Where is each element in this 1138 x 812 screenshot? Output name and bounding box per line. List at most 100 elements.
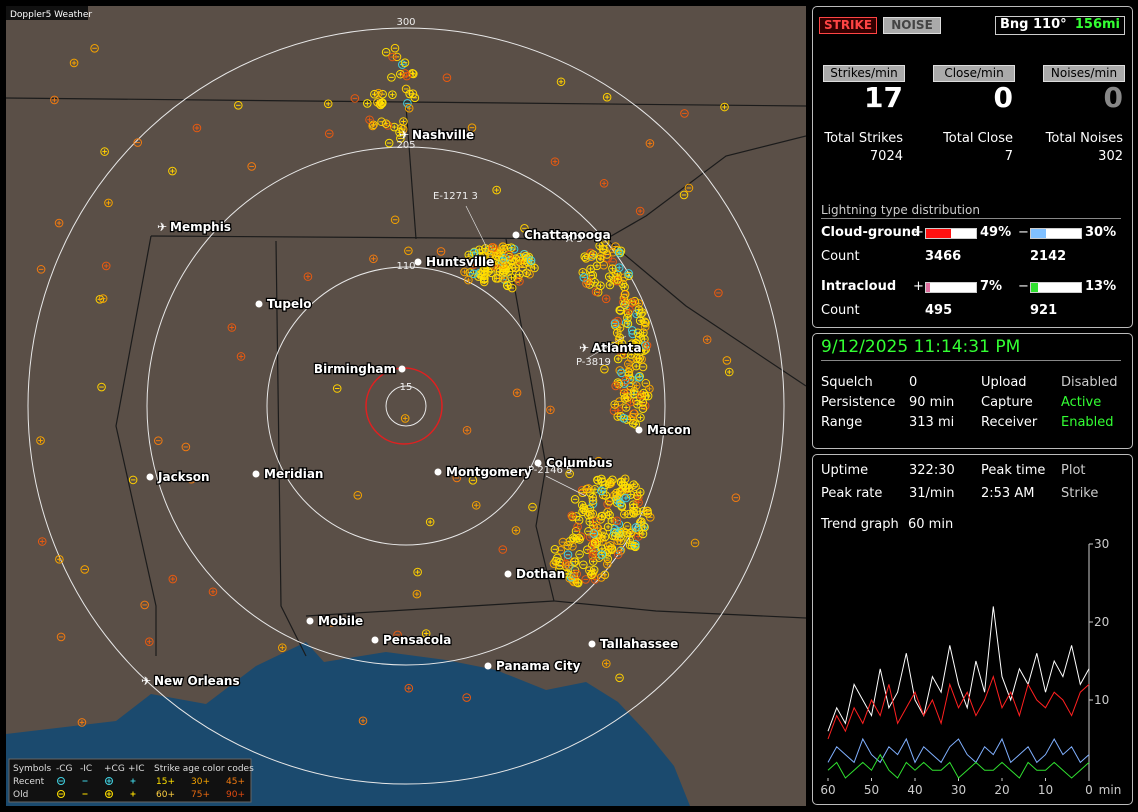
total-label: Total Strikes xyxy=(824,131,903,146)
strike xyxy=(77,718,87,727)
strike-ring xyxy=(512,388,522,398)
strike xyxy=(381,119,391,128)
strike-ring xyxy=(628,418,638,428)
strike-ring xyxy=(613,550,623,559)
strike-ring xyxy=(376,100,385,110)
strike xyxy=(631,381,641,390)
settings-cell: Persistence xyxy=(821,395,896,410)
ring-labels: 300 205 110 15 xyxy=(396,17,415,393)
strike-ring xyxy=(621,376,630,385)
strike xyxy=(350,94,360,103)
strike-ring xyxy=(393,630,402,640)
strike-ring xyxy=(623,313,632,323)
strike xyxy=(498,242,508,251)
city-dot xyxy=(434,468,442,476)
strike xyxy=(621,376,630,385)
count: 3466 xyxy=(925,249,962,264)
strike xyxy=(731,493,741,502)
percent-bar xyxy=(1031,283,1038,292)
strike-ring xyxy=(605,280,615,290)
noise-button[interactable]: NOISE xyxy=(883,17,941,34)
strike-ring xyxy=(549,559,559,568)
strike xyxy=(627,541,637,550)
strike-ring xyxy=(388,52,397,62)
strike-ring xyxy=(621,493,631,503)
strike-ring xyxy=(581,254,591,263)
settings-cell: 313 mi xyxy=(909,415,955,430)
strike-ring xyxy=(384,138,394,148)
strike xyxy=(208,587,218,597)
strike xyxy=(643,509,653,518)
city-dot xyxy=(306,617,314,625)
strike xyxy=(613,550,623,559)
strike xyxy=(54,218,64,228)
strike-ring xyxy=(567,511,577,520)
strike xyxy=(303,272,313,281)
strike-ring xyxy=(442,73,452,83)
strike-ring xyxy=(507,283,517,293)
strike-ring xyxy=(187,474,196,484)
strike-ring xyxy=(625,305,634,315)
strike-ring xyxy=(620,300,629,309)
strike-ring xyxy=(154,436,163,445)
strike-ring xyxy=(324,129,334,139)
strike xyxy=(724,367,734,377)
strike xyxy=(597,486,606,496)
rate-label: Strikes/min xyxy=(823,65,905,82)
strike-ring xyxy=(363,99,372,108)
strike-ring xyxy=(474,245,484,255)
legend-age: 30+ xyxy=(191,777,210,787)
strike xyxy=(585,517,595,526)
strike-ring xyxy=(585,504,595,514)
strike-ring xyxy=(581,575,590,584)
strike-ring xyxy=(369,254,378,264)
strike-ring xyxy=(627,541,637,550)
strike xyxy=(526,256,536,265)
legend-ring xyxy=(57,790,65,798)
strike-ring xyxy=(561,559,571,569)
strike-ring xyxy=(612,276,622,286)
strike-ring xyxy=(622,521,632,531)
city-label: Dothan xyxy=(516,567,565,581)
total-value: 7 xyxy=(1004,149,1013,164)
strike-ring xyxy=(642,341,652,350)
strike xyxy=(499,267,509,276)
strike xyxy=(595,254,605,264)
strike xyxy=(621,493,631,503)
strike-ring xyxy=(504,250,514,260)
strike xyxy=(398,60,407,69)
strike-ring xyxy=(520,224,529,233)
strike xyxy=(580,252,590,261)
percent-bar xyxy=(1031,229,1046,238)
strike-ring xyxy=(502,280,512,290)
strike-ring xyxy=(425,517,435,527)
strike-button[interactable]: STRIKE xyxy=(819,17,877,34)
strike xyxy=(684,183,694,193)
strike-ring xyxy=(587,570,596,579)
strike-ring xyxy=(480,273,489,283)
strike xyxy=(515,277,524,286)
strike-ring xyxy=(616,306,625,315)
strike xyxy=(606,541,615,550)
strike-ring xyxy=(403,99,412,108)
strike-ring xyxy=(606,541,615,550)
strike xyxy=(629,503,638,512)
strike xyxy=(634,373,644,382)
strike-ring xyxy=(702,335,712,344)
strike xyxy=(555,564,564,574)
strike-ring xyxy=(585,517,595,526)
strike xyxy=(464,250,474,260)
settings-cell: Capture xyxy=(981,395,1033,410)
strike-ring xyxy=(602,250,612,259)
strike xyxy=(395,128,404,137)
legend-symbol-name: -IC xyxy=(80,764,92,774)
airport-icon: ✈ xyxy=(579,341,589,355)
strike-ring xyxy=(634,373,644,382)
strike-ring xyxy=(626,349,636,359)
strike-ring xyxy=(462,693,471,702)
strike xyxy=(480,273,489,283)
strike-ring xyxy=(400,414,410,423)
strike-ring xyxy=(613,316,623,326)
strike-ring xyxy=(599,260,609,270)
legend-title: Symbols xyxy=(13,764,52,774)
